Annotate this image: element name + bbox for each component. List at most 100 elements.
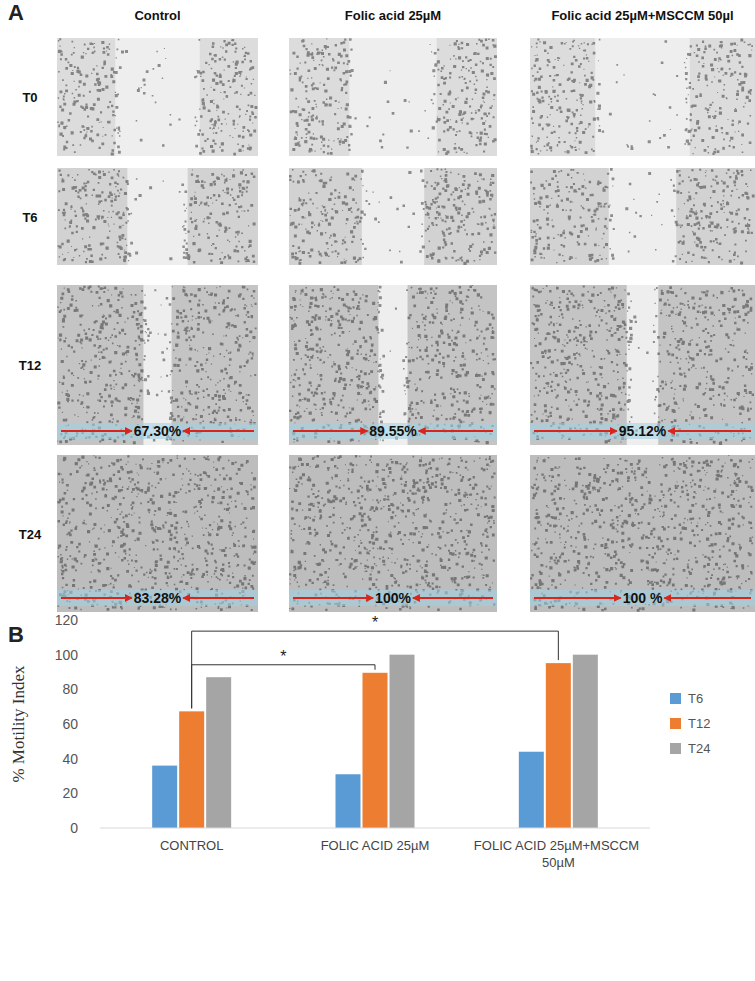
x-tick-label-line: CONTROL bbox=[160, 838, 224, 853]
arrow bbox=[413, 597, 493, 599]
scratch-gap bbox=[595, 38, 690, 156]
x-tick-label: CONTROL bbox=[160, 838, 224, 853]
closure-label: 67.30% bbox=[134, 423, 182, 439]
x-tick-label: FOLIC ACID 25µM+MSCCM 50µM bbox=[474, 838, 643, 870]
micrograph-background bbox=[530, 38, 755, 156]
measure-strip bbox=[289, 423, 497, 439]
y-axis-label: % Motility Index bbox=[9, 665, 28, 783]
row-label: T0 bbox=[22, 90, 37, 105]
measure-strip bbox=[289, 590, 497, 606]
legend-label: T12 bbox=[688, 716, 710, 731]
bar bbox=[363, 673, 388, 828]
bar bbox=[179, 711, 204, 828]
bar bbox=[390, 655, 415, 828]
micrograph-background bbox=[57, 285, 258, 445]
x-tick-label-line: FOLIC ACID 25µM+MSCCM bbox=[474, 838, 643, 853]
micrograph-background bbox=[530, 168, 755, 265]
closure-label: 100% bbox=[375, 590, 411, 606]
y-tick-label: 100 bbox=[55, 647, 79, 663]
micrograph bbox=[289, 168, 497, 265]
bar bbox=[573, 655, 598, 828]
micrograph-background bbox=[57, 168, 258, 265]
arrow bbox=[183, 430, 254, 432]
legend-swatch bbox=[670, 718, 681, 729]
cell-texture bbox=[530, 168, 754, 264]
micrograph bbox=[57, 455, 258, 612]
cell-texture bbox=[57, 286, 256, 445]
cell-texture bbox=[530, 38, 753, 154]
legend-label: T24 bbox=[688, 741, 710, 756]
scratch-gap bbox=[115, 38, 199, 156]
arrow bbox=[61, 597, 132, 599]
scratch-gap bbox=[362, 168, 424, 265]
arrow bbox=[534, 597, 621, 599]
micrograph bbox=[530, 285, 755, 445]
micrograph-background bbox=[530, 285, 755, 445]
y-tick-label: 20 bbox=[62, 785, 78, 801]
x-axis-line bbox=[100, 828, 650, 829]
y-tick-label: 60 bbox=[62, 716, 78, 732]
arrow bbox=[534, 430, 617, 432]
measure-strip bbox=[530, 590, 755, 606]
x-tick-label-line: FOLIC ACID 25µM bbox=[321, 838, 430, 853]
micrograph-background bbox=[289, 38, 497, 156]
panel-label: B bbox=[8, 622, 24, 647]
micrograph-background bbox=[289, 285, 497, 445]
cell-texture bbox=[58, 169, 256, 264]
significance-label: * bbox=[372, 614, 378, 631]
panel-label: A bbox=[8, 0, 24, 25]
y-tick-label: 0 bbox=[70, 820, 78, 836]
bars bbox=[152, 655, 598, 828]
micrograph bbox=[530, 455, 755, 612]
measure-strip bbox=[57, 423, 258, 439]
bar bbox=[336, 774, 361, 828]
row-label: T24 bbox=[19, 527, 42, 542]
bar bbox=[152, 766, 177, 828]
bar bbox=[546, 663, 571, 828]
micrograph bbox=[57, 168, 258, 265]
closure-label: 95.12% bbox=[619, 423, 667, 439]
column-header: Folic acid 25µM+MSCCM 50µl bbox=[551, 8, 733, 23]
scratch-gap bbox=[349, 38, 436, 156]
legend-swatch bbox=[670, 743, 681, 754]
x-tick-label: FOLIC ACID 25µM bbox=[321, 838, 430, 853]
row-label: T6 bbox=[22, 210, 37, 225]
legend-swatch bbox=[670, 693, 681, 704]
scratch-gap bbox=[143, 285, 171, 445]
y-tick-label: 80 bbox=[62, 681, 78, 697]
micrograph bbox=[289, 455, 497, 612]
micrograph bbox=[57, 38, 258, 156]
cell-texture bbox=[530, 455, 754, 612]
micrograph bbox=[530, 38, 755, 156]
measure-strip bbox=[57, 590, 258, 606]
column-header: Control bbox=[134, 8, 180, 23]
micrograph bbox=[530, 168, 755, 265]
closure-label: 83.28% bbox=[134, 590, 182, 606]
arrow bbox=[664, 597, 751, 599]
bar bbox=[519, 752, 544, 828]
cell-texture bbox=[57, 38, 257, 155]
significance-bracket bbox=[192, 665, 375, 709]
figure: A Control Folic acid 25µM Folic acid 25µM+M… bbox=[0, 0, 755, 981]
micrograph-background bbox=[57, 38, 258, 156]
micrograph bbox=[57, 285, 258, 445]
legend-label: T6 bbox=[688, 691, 703, 706]
arrow bbox=[293, 597, 373, 599]
micrograph-background bbox=[289, 168, 497, 265]
arrow bbox=[419, 430, 493, 432]
column-header: Folic acid 25µM bbox=[345, 8, 441, 23]
micrograph bbox=[289, 38, 497, 156]
closure-label: 89.55% bbox=[369, 423, 417, 439]
micrograph-background bbox=[289, 455, 497, 612]
significance-label: * bbox=[280, 648, 286, 665]
cell-texture bbox=[289, 38, 497, 155]
arrow bbox=[293, 430, 367, 432]
micrograph-background bbox=[530, 455, 755, 612]
scratch-gap bbox=[127, 168, 187, 265]
row-label: T12 bbox=[19, 358, 41, 373]
scratch-gap bbox=[627, 285, 659, 445]
cell-texture bbox=[289, 455, 496, 611]
cell-texture bbox=[57, 455, 256, 611]
arrow bbox=[183, 597, 254, 599]
arrow bbox=[668, 430, 751, 432]
